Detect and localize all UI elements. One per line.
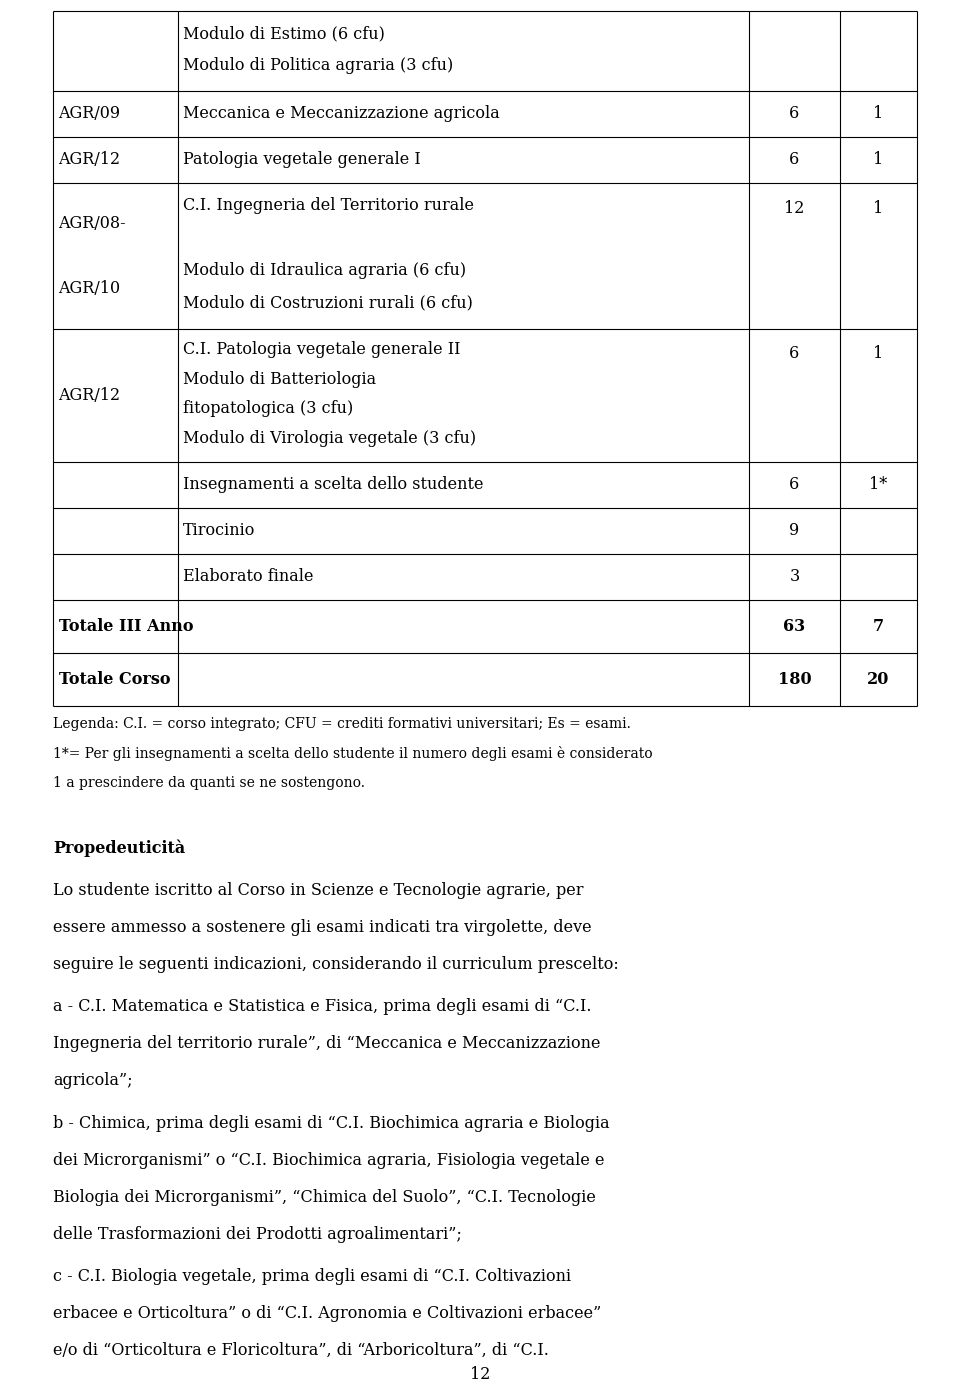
Text: Meccanica e Meccanizzazione agricola: Meccanica e Meccanizzazione agricola: [183, 105, 500, 123]
Text: Elaborato finale: Elaborato finale: [183, 568, 314, 586]
Text: C.I. Ingegneria del Territorio rurale: C.I. Ingegneria del Territorio rurale: [183, 197, 474, 213]
Text: 9: 9: [789, 522, 800, 540]
Text: 12: 12: [469, 1366, 491, 1382]
Text: Modulo di Batteriologia: Modulo di Batteriologia: [183, 371, 376, 388]
Text: e/o di “Orticoltura e Floricoltura”, di “Arboricoltura”, di “C.I.: e/o di “Orticoltura e Floricoltura”, di …: [53, 1342, 549, 1359]
Text: Lo studente iscritto al Corso in Scienze e Tecnologie agrarie, per: Lo studente iscritto al Corso in Scienze…: [53, 882, 584, 898]
Text: Patologia vegetale generale I: Patologia vegetale generale I: [183, 151, 421, 169]
Text: 6: 6: [789, 345, 800, 363]
Text: delle Trasformazioni dei Prodotti agroalimentari”;: delle Trasformazioni dei Prodotti agroal…: [53, 1226, 462, 1243]
Text: AGR/09: AGR/09: [59, 105, 121, 123]
Text: 20: 20: [867, 671, 890, 688]
Text: Insegnamenti a scelta dello studente: Insegnamenti a scelta dello studente: [183, 476, 484, 494]
Text: 3: 3: [789, 568, 800, 586]
Text: b - Chimica, prima degli esami di “C.I. Biochimica agraria e Biologia: b - Chimica, prima degli esami di “C.I. …: [53, 1115, 610, 1131]
Text: 1: 1: [874, 201, 883, 218]
Text: AGR/12: AGR/12: [59, 151, 121, 169]
Text: 1: 1: [874, 345, 883, 363]
Text: 6: 6: [789, 476, 800, 494]
Text: Biologia dei Microrganismi”, “Chimica del Suolo”, “C.I. Tecnologie: Biologia dei Microrganismi”, “Chimica de…: [53, 1189, 595, 1205]
Text: dei Microrganismi” o “C.I. Biochimica agraria, Fisiologia vegetale e: dei Microrganismi” o “C.I. Biochimica ag…: [53, 1152, 604, 1169]
Text: 1: 1: [874, 105, 883, 123]
Text: a - C.I. Matematica e Statistica e Fisica, prima degli esami di “C.I.: a - C.I. Matematica e Statistica e Fisic…: [53, 999, 591, 1016]
Text: erbacee e Orticoltura” o di “C.I. Agronomia e Coltivazioni erbacee”: erbacee e Orticoltura” o di “C.I. Agrono…: [53, 1306, 601, 1322]
Text: AGR/08-: AGR/08-: [59, 215, 126, 232]
Text: Modulo di Costruzioni rurali (6 cfu): Modulo di Costruzioni rurali (6 cfu): [183, 294, 473, 311]
Text: c - C.I. Biologia vegetale, prima degli esami di “C.I. Coltivazioni: c - C.I. Biologia vegetale, prima degli …: [53, 1268, 571, 1285]
Text: 1 a prescindere da quanti se ne sostengono.: 1 a prescindere da quanti se ne sostengo…: [53, 776, 365, 790]
Text: 1: 1: [874, 151, 883, 169]
Text: 6: 6: [789, 151, 800, 169]
Text: Legenda: C.I. = corso integrato; CFU = crediti formativi universitari; Es = esam: Legenda: C.I. = corso integrato; CFU = c…: [53, 717, 631, 731]
Text: Tirocinio: Tirocinio: [183, 522, 255, 540]
Text: 7: 7: [873, 618, 884, 635]
Text: agricola”;: agricola”;: [53, 1073, 132, 1089]
Text: Modulo di Virologia vegetale (3 cfu): Modulo di Virologia vegetale (3 cfu): [183, 430, 476, 446]
Text: 180: 180: [778, 671, 811, 688]
Text: seguire le seguenti indicazioni, considerando il curriculum prescelto:: seguire le seguenti indicazioni, conside…: [53, 956, 618, 972]
Text: 1*: 1*: [869, 476, 888, 494]
Text: Modulo di Politica agraria (3 cfu): Modulo di Politica agraria (3 cfu): [183, 57, 454, 74]
Text: Propedeuticità: Propedeuticità: [53, 840, 185, 858]
Text: fitopatologica (3 cfu): fitopatologica (3 cfu): [183, 400, 353, 417]
Text: 63: 63: [783, 618, 805, 635]
Text: Modulo di Idraulica agraria (6 cfu): Modulo di Idraulica agraria (6 cfu): [183, 262, 467, 279]
Text: 1*= Per gli insegnamenti a scelta dello studente il numero degli esami è conside: 1*= Per gli insegnamenti a scelta dello …: [53, 746, 653, 762]
Text: AGR/10: AGR/10: [59, 280, 121, 297]
Text: 6: 6: [789, 105, 800, 123]
Text: C.I. Patologia vegetale generale II: C.I. Patologia vegetale generale II: [183, 342, 461, 359]
Text: Ingegneria del territorio rurale”, di “Meccanica e Meccanizzazione: Ingegneria del territorio rurale”, di “M…: [53, 1035, 600, 1052]
Text: Totale III Anno: Totale III Anno: [59, 618, 193, 635]
Text: AGR/12: AGR/12: [59, 386, 121, 405]
Text: essere ammesso a sostenere gli esami indicati tra virgolette, deve: essere ammesso a sostenere gli esami ind…: [53, 919, 591, 936]
Text: Modulo di Estimo (6 cfu): Modulo di Estimo (6 cfu): [183, 25, 385, 42]
Text: 12: 12: [784, 201, 804, 218]
Text: Totale Corso: Totale Corso: [59, 671, 170, 688]
